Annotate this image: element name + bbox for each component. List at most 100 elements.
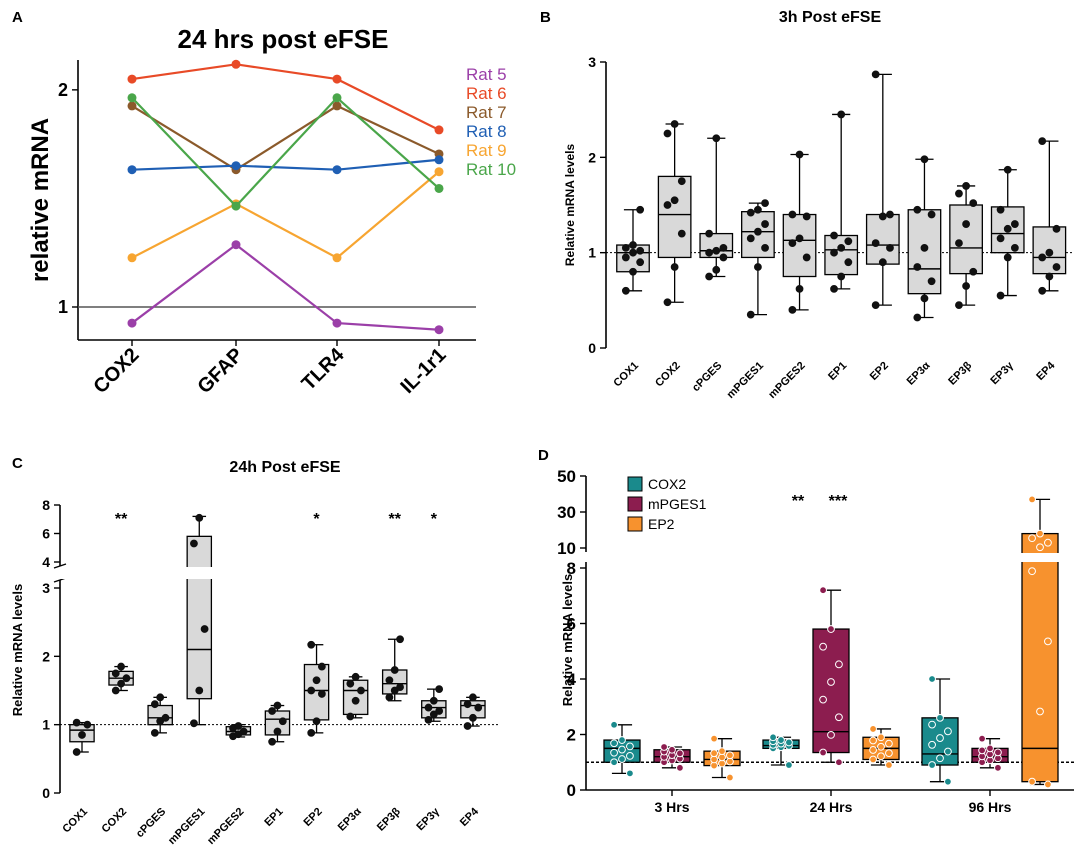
panel-b-7-data-point <box>920 294 929 303</box>
panel-d-1-2-data-point <box>994 763 1002 772</box>
panel-a-data-point <box>127 253 137 263</box>
panel-d-1-0-data-point <box>668 745 676 754</box>
panel-d-1-1-data-point <box>827 678 835 686</box>
panel-b-4-data-point <box>795 150 804 159</box>
panel-d-1-1-data-point <box>819 695 827 704</box>
panel-c-6-data-point <box>317 690 326 698</box>
panel-b-0-data-point <box>621 286 630 295</box>
panel-d-0-0-data-point <box>610 739 618 748</box>
panel-d-1-0-data-point <box>676 749 684 758</box>
panel-d-2-1-data-point <box>885 761 893 769</box>
panel-d-2-2-data-point <box>1028 534 1036 543</box>
panel-a-y-tick-label: 1 <box>58 297 68 317</box>
panel-b-4-data-point <box>795 284 804 293</box>
panel-a-series-line <box>131 243 440 331</box>
panel-b-4-data-point <box>795 234 804 243</box>
panel-b-8-data-point <box>962 182 970 190</box>
panel-d-y-tick-label: 0 <box>567 781 576 800</box>
panel-c-significance-marker: ** <box>389 511 402 528</box>
panel-b-1-data-point <box>670 263 679 271</box>
panel-c-5-data-point <box>268 737 277 746</box>
panel-a-series-line <box>131 170 440 260</box>
panel-c-6-data-point <box>312 676 321 685</box>
panel-b-x-tick-label: EP1 <box>826 360 849 383</box>
panel-d-2-0-data-point <box>726 751 734 760</box>
panel-b-y-axis-label: Relative mRNA levels <box>563 144 577 267</box>
panel-d-2-0-data-point <box>710 749 718 758</box>
panel-d-0-0-data-point <box>626 742 634 751</box>
panel-b-1-data-point <box>663 298 672 307</box>
panel-c-10-data-point <box>469 693 477 702</box>
panel-d-0-2-data-point <box>928 761 936 769</box>
panel-d-y-tick-label: 50 <box>557 467 576 486</box>
panel-d-2-0-data-point <box>718 747 726 756</box>
panel-d-2-1-data-point <box>869 736 877 745</box>
panel-c-8-data-point <box>390 666 399 674</box>
panel-b-8-data-point <box>955 301 963 310</box>
panel-b-5-data-point <box>837 110 846 119</box>
panel-d-0-2-data-point <box>928 740 936 749</box>
panel-a-data-point <box>434 325 444 335</box>
panel-a-data-point <box>332 101 342 111</box>
panel-d-y-tick-label: 10 <box>557 539 576 558</box>
panel-c-1-data-point <box>122 674 131 683</box>
panel-d-0-0-data-point <box>618 745 626 754</box>
panel-c-x-tick-label: EP3α <box>336 805 364 833</box>
panel-b-2-data-point <box>705 229 714 238</box>
panel-b-4-data-point <box>802 212 811 221</box>
panel-a-data-point <box>127 101 137 111</box>
panel-b-7-data-point <box>927 210 936 219</box>
panel-d-0-1-data-point <box>785 761 793 769</box>
panel-a-series-line <box>131 96 440 208</box>
panel-b-y-tick-label: 3 <box>588 54 596 70</box>
panel-label-c: C <box>12 455 23 472</box>
panel-d-2-1-data-point <box>877 752 885 761</box>
panel-a-title: 24 hrs post eFSE <box>178 24 389 54</box>
panel-d: D 0 2 4 6 810 30 50 Relative mRNA levels 3 Hrs 24 … <box>538 447 1075 815</box>
panel-c-y-tick-label: 8 <box>42 497 50 513</box>
panel-b-9-data-point <box>1003 224 1012 233</box>
panel-b-9-data-point <box>1010 244 1019 252</box>
panel-a-data-point <box>434 167 444 177</box>
panel-c-axis-break-gap <box>61 567 501 579</box>
panel-d-2-2-data-point <box>1044 780 1052 789</box>
panel-b-8-data-point <box>969 199 978 207</box>
panel-d-2-1-data-point <box>869 755 877 764</box>
panel-d-2-2-data-point <box>1044 637 1052 646</box>
panel-d-legend-label: EP2 <box>648 516 675 532</box>
panel-b-6-box <box>865 213 900 265</box>
panel-b-x-tick-label: mPGES1 <box>725 360 766 401</box>
panel-d-0-0-data-point <box>626 752 634 760</box>
panel-b-3-data-point <box>746 234 755 243</box>
panel-c-2-data-point <box>150 728 159 737</box>
panel-a-x-tick-label: COX2 <box>89 344 143 398</box>
panel-b-1-data-point <box>663 201 672 209</box>
panel-b-2-data-point <box>705 248 714 257</box>
panel-c-9-data-point <box>429 696 438 705</box>
panel-d-y-tick-label: 8 <box>567 559 576 578</box>
panel-b-7-data-point <box>927 277 936 286</box>
panel-b-4-data-point <box>802 253 811 262</box>
panel-b-2-data-point <box>705 272 714 281</box>
panel-c-1-data-point <box>117 662 125 671</box>
panel-b-5-data-point <box>837 272 846 281</box>
panel-c-9-data-point <box>424 715 433 724</box>
panel-b-x-tick-label: EP3β <box>946 359 974 387</box>
panel-c-significance-marker: * <box>313 511 320 528</box>
panel-d-2-1-data-point <box>869 746 877 754</box>
panel-a-x-tick-label: GFAP <box>193 344 247 398</box>
panel-d-0-0-data-point <box>610 720 618 729</box>
panel-b-3-data-point <box>746 310 755 319</box>
panel-d-y-tick-label: 2 <box>567 726 576 745</box>
panel-d-0-0-data-point <box>618 736 626 744</box>
panel-c-3-data-point <box>195 513 204 522</box>
panel-c-1-data-point <box>111 686 120 695</box>
panel-d-0-2-data-point <box>944 777 952 786</box>
panel-d-2-2-data-point <box>1036 543 1044 552</box>
panel-d-0-2-data-point <box>936 713 944 722</box>
panel-c-2-data-point <box>150 700 159 709</box>
panel-c-7-data-point <box>346 679 355 688</box>
panel-c-6-data-point <box>307 640 316 649</box>
panel-b-3-data-point <box>761 220 769 228</box>
